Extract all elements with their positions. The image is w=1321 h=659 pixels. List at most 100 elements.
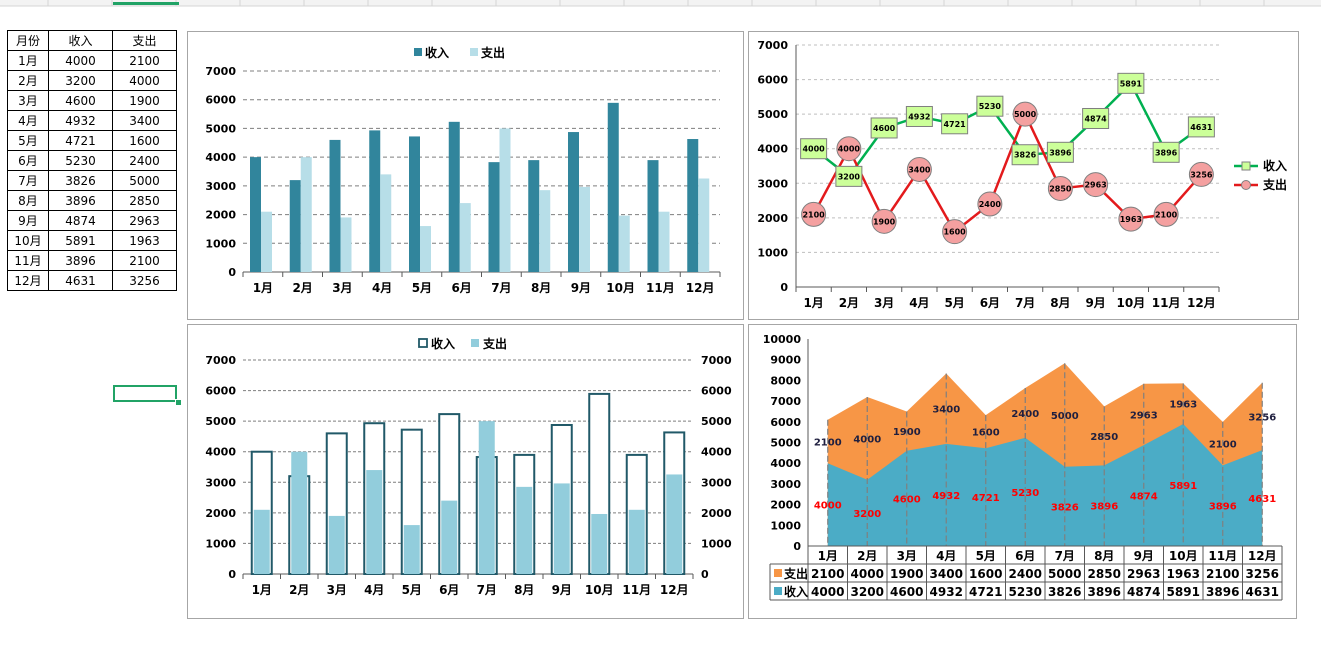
chart-overlap-bar[interactable]: 0 0 1000 1000 2000 2000 3000 3000 4000 4000 5000 50… [187, 324, 744, 619]
table-cell[interactable]: 4000 [48, 50, 113, 71]
marker-circle [1012, 101, 1038, 127]
table-cell[interactable]: 5230 [48, 150, 113, 171]
marker-square [1117, 72, 1145, 94]
x-tick-label: 11月 [1152, 296, 1181, 310]
marker-circle [1153, 201, 1179, 227]
x-tick-label: 1月 [253, 281, 273, 295]
table-row: 12月 4631 3256 [7, 270, 177, 291]
bar-支出 [516, 486, 533, 574]
y-tick-label: 4000 [205, 446, 236, 459]
bar-支出 [628, 509, 645, 574]
table-cell[interactable]: 3月 [7, 90, 49, 111]
data-table-series-label: 收入 [784, 584, 808, 599]
bar-支出 [366, 470, 383, 574]
data-label: 1900 [873, 217, 896, 226]
data-table: 月份 收入 支出 1月 4000 2100 2月 3200 4000 3月 4600 1900 4月 49… [7, 30, 177, 291]
table-cell[interactable]: 3896 [48, 250, 113, 271]
chart-stacked-area[interactable]: 0 1000 2000 3000 4000 5000 6000 7000 8000 9000 100… [748, 324, 1297, 619]
marker-circle [977, 191, 1003, 217]
table-cell[interactable]: 3256 [112, 270, 177, 291]
table-cell[interactable]: 2100 [112, 50, 177, 71]
bar-支出 [340, 217, 352, 272]
bar-收入 [647, 160, 659, 272]
y-tick-label: 0 [780, 281, 788, 294]
selected-cell[interactable] [113, 385, 177, 402]
x-tick-label: 8月 [1094, 549, 1114, 563]
data-table-cell: 3200 [851, 585, 884, 599]
table-cell[interactable]: 4600 [48, 90, 113, 111]
table-cell[interactable]: 4月 [7, 110, 49, 131]
table-cell[interactable]: 8月 [7, 190, 49, 211]
legend-label: 支出 [482, 336, 507, 351]
legend-marker [1241, 161, 1251, 171]
y2-tick-label: 3000 [701, 476, 732, 489]
table-cell[interactable]: 2850 [112, 190, 177, 211]
marker-square [800, 138, 828, 160]
y-tick-label: 1000 [770, 519, 801, 532]
y-tick-label: 2000 [757, 212, 788, 225]
table-cell[interactable]: 2月 [7, 70, 49, 91]
marker-square [941, 113, 969, 135]
table-cell[interactable]: 1963 [112, 230, 177, 251]
bar-支出 [618, 215, 630, 272]
x-tick-label: 6月 [1015, 549, 1035, 563]
table-cell[interactable]: 3896 [48, 190, 113, 211]
bar-支出 [380, 174, 392, 272]
data-table-cell: 4631 [1246, 585, 1279, 599]
data-label: 4000 [838, 145, 861, 154]
data-label: 5000 [1014, 110, 1037, 119]
y-tick-label: 0 [228, 568, 236, 581]
table-header-cell[interactable]: 月份 [7, 30, 49, 51]
table-cell[interactable]: 3200 [48, 70, 113, 91]
marker-square [1152, 141, 1180, 163]
stacked-area-svg: 0 1000 2000 3000 4000 5000 6000 7000 8000 9000 100… [763, 333, 1283, 601]
table-row: 7月 3826 5000 [7, 170, 177, 191]
x-tick-label: 2月 [289, 583, 309, 597]
y-tick-label: 5000 [205, 122, 236, 135]
table-cell[interactable]: 7月 [7, 170, 49, 191]
y-tick-label: 6000 [770, 416, 801, 429]
data-label-支出: 2850 [1090, 432, 1118, 443]
table-cell[interactable]: 4874 [48, 210, 113, 231]
y-tick-label: 3000 [757, 177, 788, 190]
table-cell[interactable]: 10月 [7, 230, 49, 251]
table-cell[interactable]: 5000 [112, 170, 177, 191]
table-header-cell[interactable]: 收入 [48, 30, 113, 51]
table-header-cell[interactable]: 支出 [112, 30, 177, 51]
table-cell[interactable]: 5月 [7, 130, 49, 151]
table-cell[interactable]: 3826 [48, 170, 113, 191]
table-cell[interactable]: 11月 [7, 250, 49, 271]
table-cell[interactable]: 1600 [112, 130, 177, 151]
table-cell[interactable]: 4932 [48, 110, 113, 131]
data-table-cell: 1600 [969, 567, 1002, 581]
bar-收入 [448, 121, 460, 273]
table-cell[interactable]: 1月 [7, 50, 49, 71]
bar-支出 [261, 211, 272, 272]
table-cell[interactable]: 2963 [112, 210, 177, 231]
x-tick-label: 12月 [1187, 296, 1216, 310]
table-cell[interactable]: 3400 [112, 110, 177, 131]
chart-clustered-bar[interactable]: 0 1000 2000 3000 4000 5000 6000 7000 1月 2月 3月 4月 5月 6… [187, 31, 744, 320]
table-cell[interactable]: 5891 [48, 230, 113, 251]
y-tick-label: 7000 [205, 65, 236, 78]
table-cell[interactable]: 12月 [7, 270, 49, 291]
data-label: 2963 [1084, 181, 1106, 190]
data-label-支出: 1900 [893, 427, 921, 438]
legend-marker [1241, 180, 1251, 190]
table-cell[interactable]: 2400 [112, 150, 177, 171]
data-label: 3256 [1190, 170, 1213, 179]
table-cell[interactable]: 4721 [48, 130, 113, 151]
table-cell[interactable]: 4000 [112, 70, 177, 91]
chart-line[interactable]: 0 1000 2000 3000 4000 5000 6000 7000 1月 2月 3月 4月 5月 6… [748, 31, 1299, 320]
x-tick-label: 1月 [818, 549, 838, 563]
fill-handle[interactable] [175, 399, 182, 406]
bar-收入 [289, 180, 301, 272]
data-label-收入: 4631 [1248, 494, 1276, 505]
table-cell[interactable]: 6月 [7, 150, 49, 171]
table-cell[interactable]: 4631 [48, 270, 113, 291]
data-table-cell: 5230 [1009, 585, 1042, 599]
table-cell[interactable]: 9月 [7, 210, 49, 231]
table-cell[interactable]: 2100 [112, 250, 177, 271]
table-cell[interactable]: 1900 [112, 90, 177, 111]
